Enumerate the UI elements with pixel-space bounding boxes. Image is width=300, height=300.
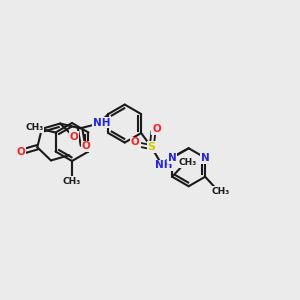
- Text: NH: NH: [155, 160, 173, 170]
- Text: N: N: [168, 153, 177, 163]
- Text: O: O: [82, 141, 90, 152]
- Text: O: O: [152, 124, 161, 134]
- Text: CH₃: CH₃: [25, 123, 44, 132]
- Text: O: O: [69, 132, 78, 142]
- Text: CH₃: CH₃: [63, 177, 81, 186]
- Text: NH: NH: [93, 118, 111, 128]
- Text: CH₃: CH₃: [178, 158, 197, 167]
- Text: O: O: [131, 137, 140, 148]
- Text: N: N: [201, 153, 209, 163]
- Text: O: O: [16, 147, 25, 157]
- Text: S: S: [148, 142, 156, 152]
- Text: CH₃: CH₃: [212, 187, 230, 196]
